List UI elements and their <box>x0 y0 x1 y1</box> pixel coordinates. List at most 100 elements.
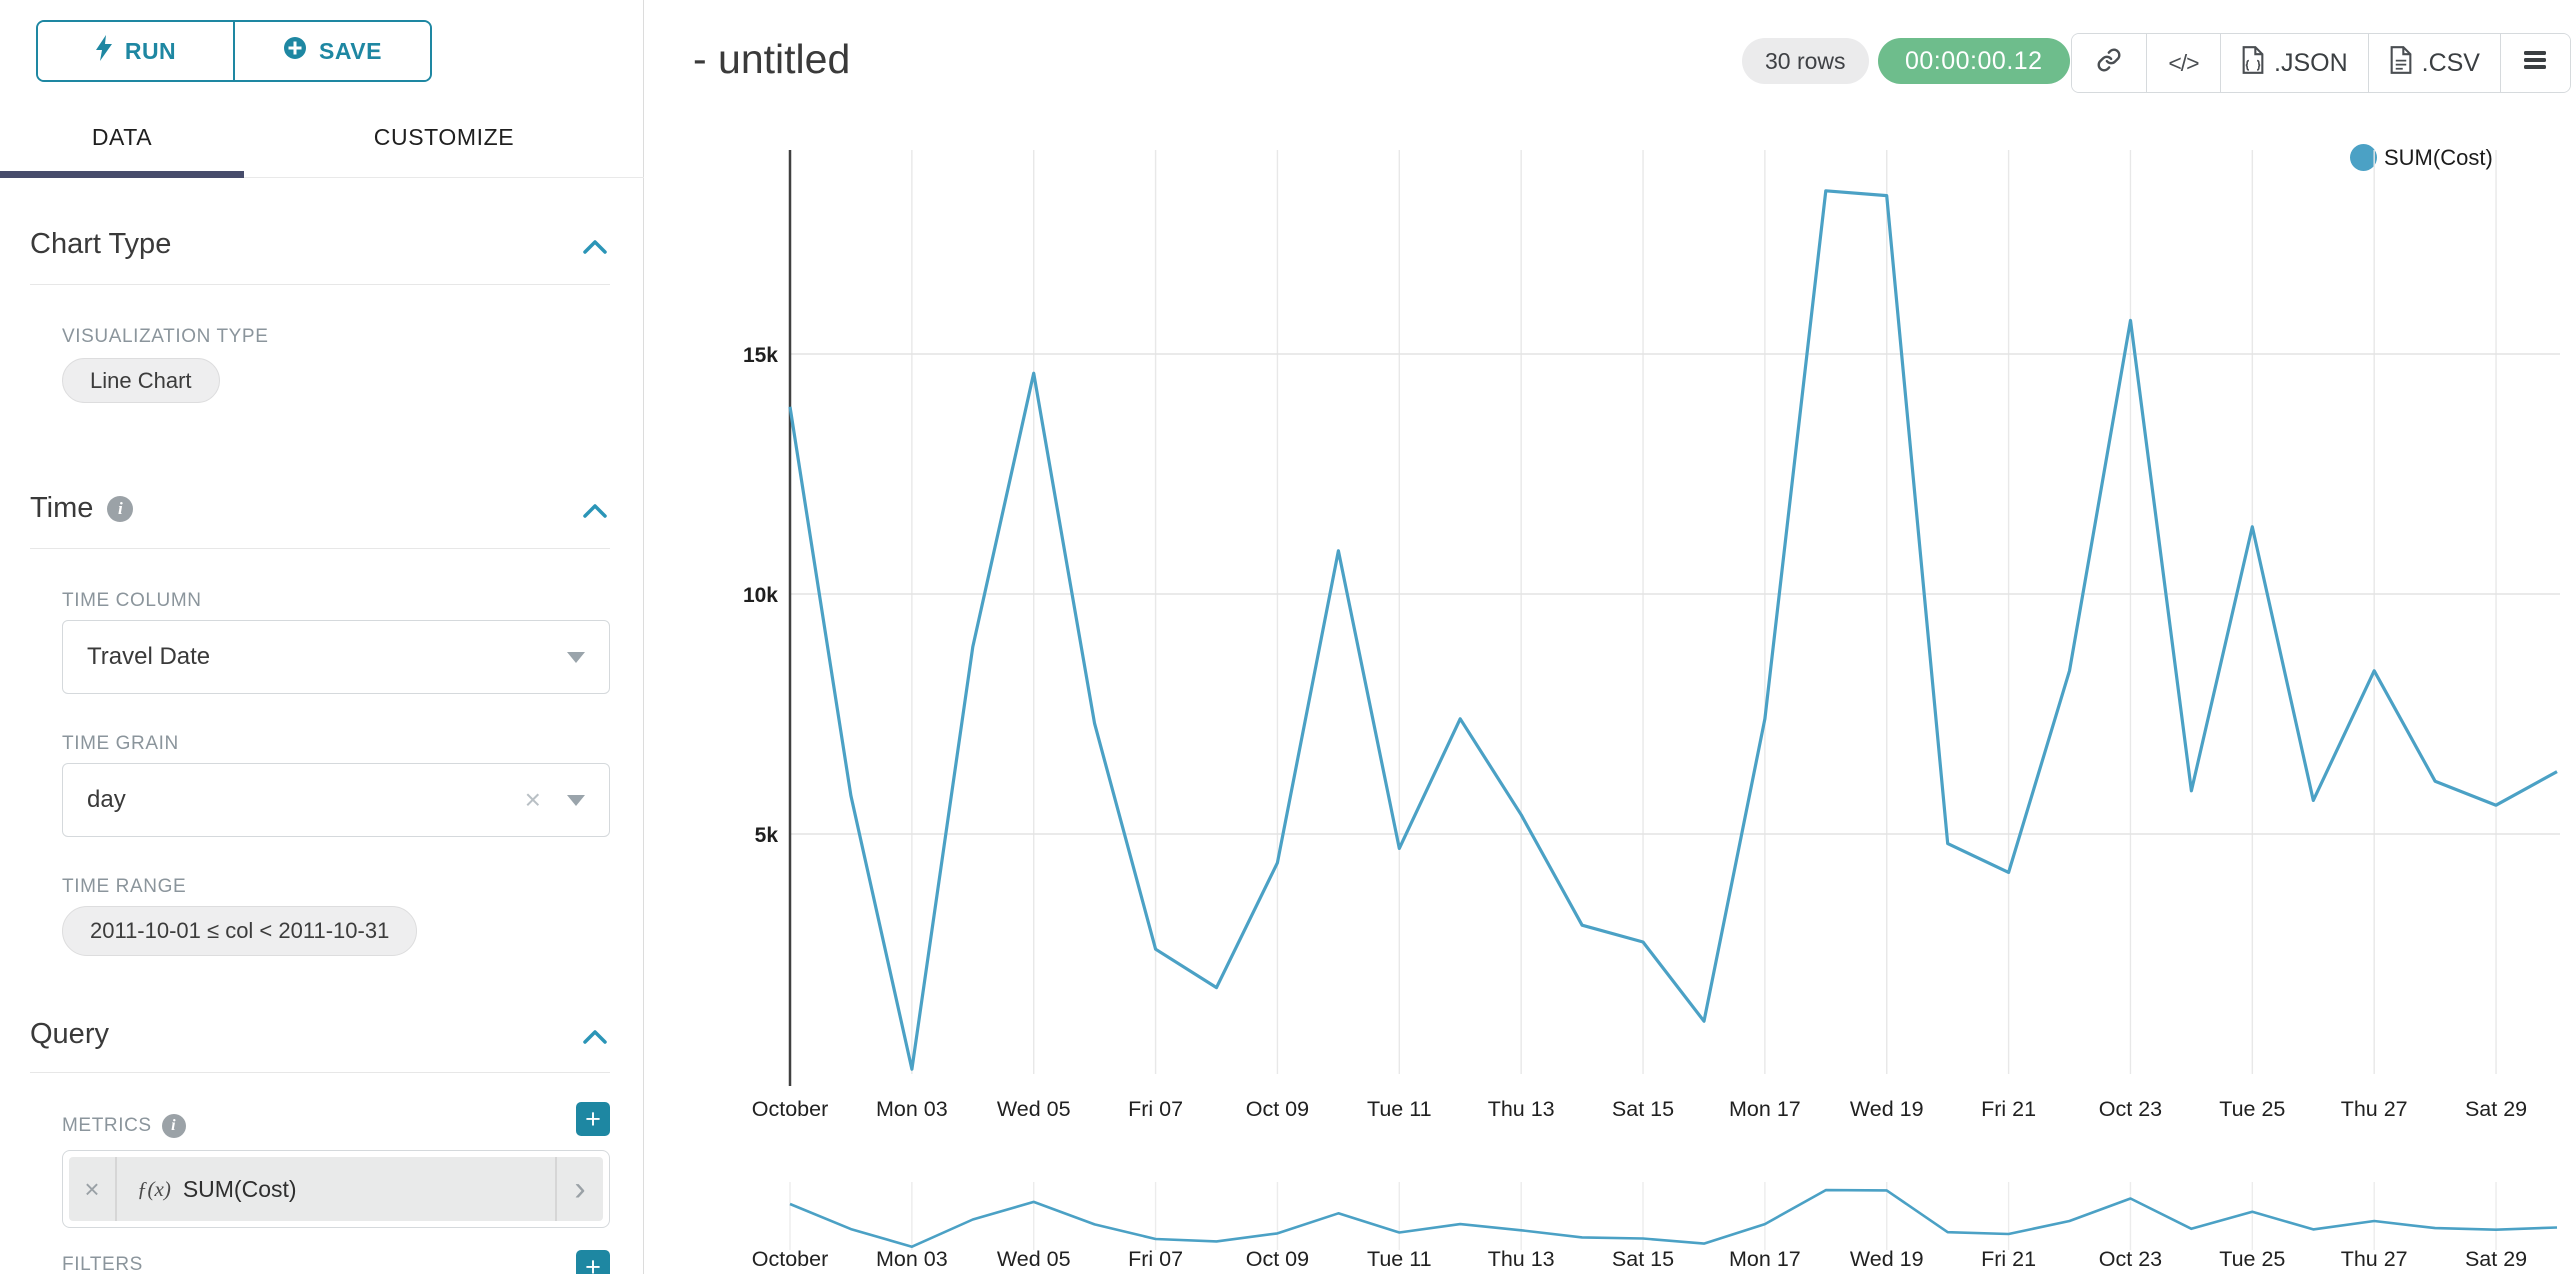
add-filter-button[interactable]: + <box>576 1250 610 1274</box>
embed-code-button[interactable]: </> <box>2146 34 2220 92</box>
y-axis-tick-label: 5k <box>755 824 779 847</box>
time-grain-select[interactable]: day × <box>62 763 610 837</box>
x-axis-tick-label: Sat 15 <box>1612 1097 1674 1121</box>
csv-file-icon <box>2389 45 2413 81</box>
chart-menu-button[interactable] <box>2499 34 2570 92</box>
metric-name: SUM(Cost) <box>182 1175 297 1202</box>
metric-detail-chevron-icon[interactable]: › <box>555 1157 603 1221</box>
x-axis-tick-label: Tue 11 <box>1367 1097 1432 1121</box>
run-button[interactable]: RUN <box>38 22 233 80</box>
time-column-value: Travel Date <box>87 643 211 670</box>
x-axis-tick-label: Sat 29 <box>2465 1097 2527 1121</box>
chart-panel: - untitled 30 rows 00:00:00.12 </> .JSON <box>645 0 2576 1274</box>
x-axis-tick-label: Thu 13 <box>1488 1097 1555 1121</box>
context-x-axis-tick-label: Fri 21 <box>1981 1247 2036 1271</box>
x-axis-tick-label: Oct 09 <box>1246 1097 1309 1121</box>
context-x-axis-tick-label: Wed 05 <box>997 1247 1071 1271</box>
time-section-title: Time i <box>30 492 134 525</box>
line-chart[interactable]: 5k 10k 15k October Mon 03 Wed 05 Fri 07 Oct 09 T… <box>645 120 2576 1274</box>
clear-icon[interactable]: × <box>524 784 541 815</box>
export-csv-button[interactable]: .CSV <box>2367 34 2500 92</box>
time-range-pill[interactable]: 2011-10-01 ≤ col < 2011-10-31 <box>62 906 418 956</box>
time-column-select[interactable]: Travel Date <box>62 620 610 694</box>
run-button-label: RUN <box>124 37 177 64</box>
export-csv-label: .CSV <box>2421 48 2480 77</box>
x-axis-tick-label: October <box>752 1097 828 1121</box>
time-column-label: TIME COLUMN <box>62 590 202 611</box>
time-collapse-chevron-icon[interactable] <box>582 502 608 520</box>
query-collapse-chevron-icon[interactable] <box>582 1028 608 1046</box>
menu-icon <box>2522 49 2548 78</box>
divider <box>30 1072 610 1073</box>
x-axis-tick-label: Thu 27 <box>2341 1097 2408 1121</box>
export-json-button[interactable]: .JSON <box>2220 34 2368 92</box>
chart-type-collapse-chevron-icon[interactable] <box>582 238 608 256</box>
query-action-buttons: RUN SAVE <box>36 20 432 82</box>
rows-count-badge: 30 rows <box>1742 38 1869 84</box>
y-axis-tick-label: 15k <box>743 344 778 367</box>
visualization-type-label: VISUALIZATION TYPE <box>62 326 269 347</box>
metrics-field: × ƒ(x) SUM(Cost) › <box>62 1150 610 1228</box>
x-axis-tick-label: Tue 25 <box>2219 1097 2285 1121</box>
y-axis-tick-label: 10k <box>743 584 778 607</box>
x-axis-tick-label: Wed 19 <box>1850 1097 1924 1121</box>
legend-series-label: SUM(Cost) <box>2384 144 2493 170</box>
divider <box>30 284 610 285</box>
context-x-axis-tick-label: Mon 03 <box>876 1247 948 1271</box>
link-icon <box>2096 47 2122 80</box>
chart-title[interactable]: - untitled <box>693 36 851 82</box>
series-line-sum-cost[interactable] <box>788 189 2558 1071</box>
export-json-label: .JSON <box>2274 48 2348 77</box>
share-link-button[interactable] <box>2072 34 2146 92</box>
json-file-icon <box>2241 45 2265 81</box>
time-grain-label: TIME GRAIN <box>62 733 179 754</box>
context-x-axis-tick-label: October <box>752 1247 828 1271</box>
divider <box>30 548 610 549</box>
context-x-axis-tick-label: Thu 13 <box>1488 1247 1555 1271</box>
visualization-type-pill[interactable]: Line Chart <box>62 358 220 403</box>
x-axis-tick-label: Wed 05 <box>997 1097 1071 1121</box>
context-x-axis-tick-label: Wed 19 <box>1850 1247 1924 1271</box>
x-axis-tick-label: Mon 03 <box>876 1097 948 1121</box>
context-x-axis-tick-label: Thu 27 <box>2341 1247 2408 1271</box>
sidebar-tabs: DATA CUSTOMIZE <box>0 96 644 178</box>
x-axis-tick-label: Fri 07 <box>1128 1097 1183 1121</box>
embed-code-icon: </> <box>2168 49 2199 76</box>
save-plus-icon <box>283 36 307 66</box>
context-series-line[interactable] <box>789 1188 2558 1248</box>
tab-data[interactable]: DATA <box>91 123 153 150</box>
run-bolt-icon <box>95 35 113 67</box>
context-x-axis-tick-label: Sat 15 <box>1612 1247 1674 1271</box>
active-tab-indicator <box>0 171 244 178</box>
x-axis-tick-label: Oct 23 <box>2099 1097 2162 1121</box>
chart-legend[interactable]: SUM(Cost) <box>2350 144 2493 171</box>
metric-pill[interactable]: × ƒ(x) SUM(Cost) › <box>69 1157 603 1221</box>
save-button[interactable]: SAVE <box>233 22 430 80</box>
time-grain-value: day <box>87 786 126 813</box>
legend-dot <box>2350 144 2377 171</box>
context-x-axis-tick-label: Mon 17 <box>1729 1247 1801 1271</box>
query-timer-badge: 00:00:00.12 <box>1878 38 2070 84</box>
filters-label: FILTERS <box>62 1254 143 1274</box>
control-sidebar: RUN SAVE DATA CUSTOMIZE Chart Type VISUA… <box>0 0 644 1274</box>
metrics-label: METRICS i <box>62 1114 186 1138</box>
save-button-label: SAVE <box>319 37 382 64</box>
context-x-axis-tick-label: Tue 11 <box>1367 1247 1432 1271</box>
context-x-axis-tick-label: Oct 09 <box>1246 1247 1309 1271</box>
x-axis-tick-label: Fri 21 <box>1981 1097 2036 1121</box>
time-info-icon[interactable]: i <box>107 495 134 522</box>
add-metric-button[interactable]: + <box>576 1102 610 1136</box>
query-section-title: Query <box>30 1018 109 1050</box>
chart-type-section-title: Chart Type <box>30 228 172 260</box>
metrics-info-icon[interactable]: i <box>161 1114 186 1138</box>
context-x-axis-tick-label: Fri 07 <box>1128 1247 1183 1271</box>
export-toolbar: </> .JSON .CSV <box>2071 33 2571 93</box>
dropdown-caret-icon <box>567 651 585 663</box>
context-x-axis-tick-label: Sat 29 <box>2465 1247 2527 1271</box>
x-axis-tick-label: Mon 17 <box>1729 1097 1801 1121</box>
tab-customize[interactable]: CUSTOMIZE <box>373 123 515 150</box>
remove-metric-icon[interactable]: × <box>69 1157 117 1221</box>
time-range-label: TIME RANGE <box>62 876 187 897</box>
context-x-axis-tick-label: Tue 25 <box>2219 1247 2285 1271</box>
